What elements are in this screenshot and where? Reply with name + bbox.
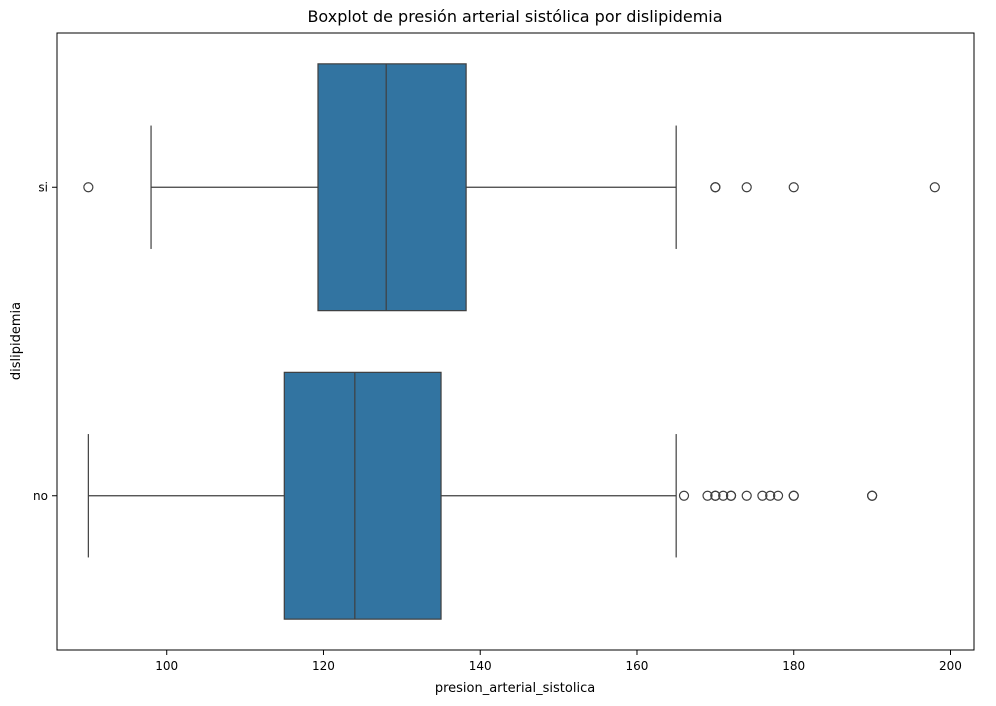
outlier-point	[83, 182, 94, 193]
outlier-point	[929, 182, 940, 193]
outlier-point	[867, 490, 878, 501]
x-tick-label: 200	[939, 659, 962, 673]
outlier-point	[788, 490, 799, 501]
x-tick-label: 140	[469, 659, 492, 673]
chart-title: Boxplot de presión arterial sistólica po…	[307, 7, 722, 26]
x-tick-label: 160	[626, 659, 649, 673]
outlier-point	[702, 490, 713, 501]
y-tick-label: no	[33, 489, 48, 503]
outlier-point	[788, 182, 799, 193]
outlier-point	[765, 490, 776, 501]
x-tick-label: 100	[155, 659, 178, 673]
outlier-point	[741, 490, 752, 501]
outlier-point	[741, 182, 752, 193]
x-tick-label: 180	[782, 659, 805, 673]
outlier-point	[710, 490, 721, 501]
x-tick-label: 120	[312, 659, 335, 673]
outlier-point	[757, 490, 768, 501]
box-group-si	[83, 63, 940, 312]
x-axis-label: presion_arterial_sistolica	[435, 681, 595, 696]
box-group-no	[87, 371, 878, 620]
plot-area: 100 120 140 160 180 200 si no	[33, 63, 962, 673]
box-iqr	[283, 371, 442, 620]
y-axis-label: dislipidemia	[9, 302, 24, 380]
outlier-point	[710, 182, 721, 193]
outlier-point	[678, 490, 690, 501]
plot-frame	[56, 32, 975, 651]
y-tick-label: si	[38, 180, 48, 194]
box-iqr	[317, 63, 467, 312]
outlier-point	[718, 490, 729, 501]
outlier-point	[772, 490, 784, 501]
outlier-point	[725, 490, 737, 501]
